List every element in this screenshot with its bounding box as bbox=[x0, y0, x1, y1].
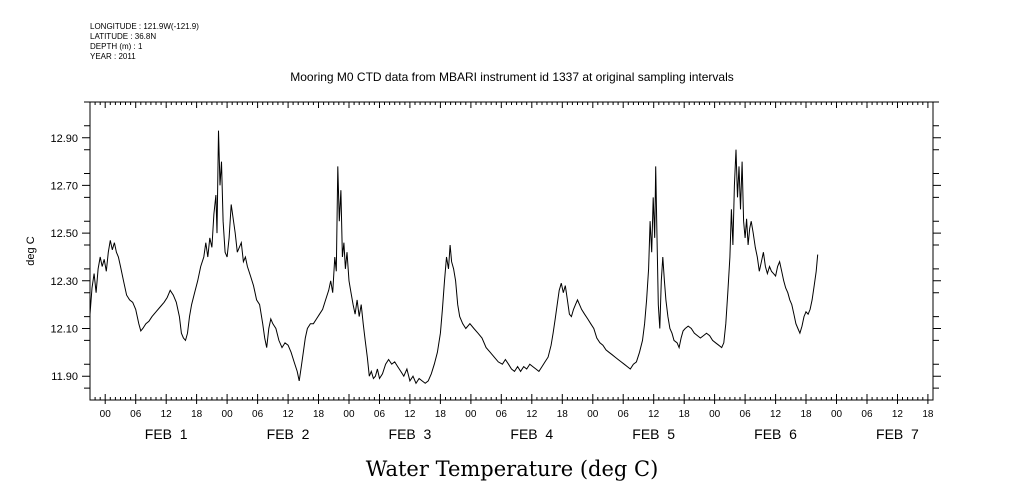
x-tick-label: 06 bbox=[252, 409, 264, 420]
x-tick-label: 12 bbox=[404, 409, 416, 420]
depth-label: DEPTH (m) : 1 bbox=[90, 42, 143, 51]
x-tick-label: 00 bbox=[831, 409, 843, 420]
x-tick-label: 12 bbox=[526, 409, 538, 420]
day-labels: FEB 1 FEB 2 FEB 3 FEB 4 FEB 5 FEB 6 FEB 7 bbox=[145, 426, 919, 442]
y-tick-label: 12.10 bbox=[50, 323, 78, 335]
y-tick-labels: 11.90 12.10 12.30 12.50 12.70 12.90 bbox=[50, 133, 78, 383]
mooring-metadata: LONGITUDE : 121.9W(-121.9) LATITUDE : 36… bbox=[90, 22, 199, 62]
x-tick-label: 18 bbox=[800, 409, 812, 420]
day-label: FEB 3 bbox=[389, 426, 432, 442]
y-tick-label: 12.70 bbox=[50, 180, 78, 192]
x-tick-label: 00 bbox=[222, 409, 234, 420]
x-tick-label: 00 bbox=[709, 409, 721, 420]
axis-ticks bbox=[82, 101, 941, 404]
chart-title: Mooring M0 CTD data from MBARI instrumen… bbox=[290, 70, 734, 84]
day-label: FEB 1 bbox=[145, 426, 188, 442]
x-tick-label: 18 bbox=[679, 409, 691, 420]
x-tick-label: 12 bbox=[282, 409, 294, 420]
latitude-label: LATITUDE : 36.8N bbox=[90, 32, 157, 41]
longitude-label: LONGITUDE : 121.9W(-121.9) bbox=[90, 22, 199, 31]
x-tick-label: 00 bbox=[100, 409, 112, 420]
tick-marks bbox=[82, 101, 941, 404]
x-tick-label: 06 bbox=[496, 409, 508, 420]
day-label: FEB 5 bbox=[632, 426, 675, 442]
water-temperature-line bbox=[89, 130, 819, 385]
x-tick-labels: 00 06 12 18 00 06 12 18 00 06 12 18 00 06 12 18 00 06 12 18… bbox=[100, 409, 934, 420]
y-axis-label: deg C bbox=[25, 236, 37, 265]
x-axis-label: Water Temperature (deg C) bbox=[366, 457, 659, 481]
day-label: FEB 2 bbox=[267, 426, 310, 442]
x-tick-label: 06 bbox=[861, 409, 873, 420]
x-tick-label: 18 bbox=[922, 409, 934, 420]
year-label: YEAR : 2011 bbox=[90, 52, 136, 61]
y-tick-label: 11.90 bbox=[51, 371, 78, 383]
x-tick-label: 00 bbox=[587, 409, 599, 420]
x-tick-label: 18 bbox=[557, 409, 569, 420]
y-tick-label: 12.30 bbox=[50, 276, 78, 288]
x-tick-label: 12 bbox=[770, 409, 782, 420]
x-tick-label: 18 bbox=[435, 409, 447, 420]
x-tick-label: 06 bbox=[740, 409, 752, 420]
x-tick-label: 12 bbox=[892, 409, 904, 420]
x-tick-label: 06 bbox=[130, 409, 142, 420]
x-tick-label: 18 bbox=[191, 409, 203, 420]
y-tick-label: 12.90 bbox=[50, 133, 78, 145]
x-tick-label: 06 bbox=[618, 409, 630, 420]
day-label: FEB 7 bbox=[876, 426, 919, 442]
x-tick-label: 00 bbox=[343, 409, 355, 420]
y-tick-label: 12.50 bbox=[50, 228, 78, 240]
x-tick-label: 12 bbox=[161, 409, 173, 420]
x-tick-label: 18 bbox=[313, 409, 325, 420]
x-tick-label: 12 bbox=[648, 409, 660, 420]
plot-frame bbox=[89, 101, 934, 401]
x-tick-label: 06 bbox=[374, 409, 386, 420]
day-label: FEB 4 bbox=[510, 426, 553, 442]
day-label: FEB 6 bbox=[754, 426, 797, 442]
x-tick-label: 00 bbox=[465, 409, 477, 420]
